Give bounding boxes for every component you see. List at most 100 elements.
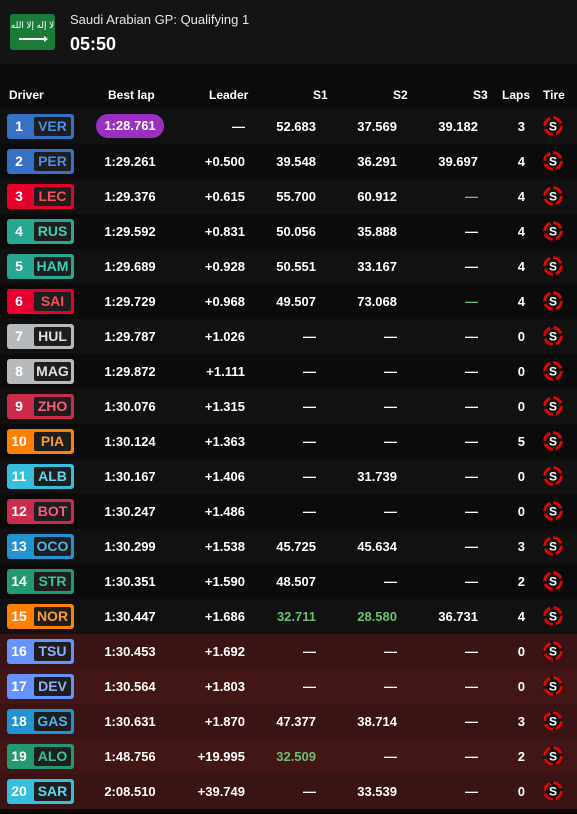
driver-code: OCO <box>34 537 71 556</box>
col-laps[interactable]: Laps <box>502 88 531 102</box>
col-s1[interactable]: S1 <box>313 88 328 102</box>
sector-2-time: — <box>384 749 397 764</box>
laps-count: 3 <box>517 539 525 554</box>
sector-1-time: — <box>303 434 316 449</box>
best-lap-time: 1:28.761 <box>96 114 164 138</box>
table-header: Driver Best lap Leader S1 S2 S3 Laps Tir… <box>0 79 577 109</box>
driver-badge: 17 DEV <box>7 674 74 699</box>
gap-to-leader: +0.831 <box>204 224 245 239</box>
table-row[interactable]: 7 HUL 1:29.787 +1.026 — — — 0 S <box>0 319 577 354</box>
svg-text:S: S <box>549 714 557 728</box>
svg-text:S: S <box>549 119 557 133</box>
table-row[interactable]: 20 SAR 2:08.510 +39.749 — 33.539 — 0 S <box>0 774 577 809</box>
sector-1-time: 49.507 <box>276 294 316 309</box>
table-row[interactable]: 3 LEC 1:29.376 +0.615 55.700 60.912 — 4 S <box>0 179 577 214</box>
table-row[interactable]: 9 ZHO 1:30.076 +1.315 — — — 0 S <box>0 389 577 424</box>
sector-2-time: 28.580 <box>357 609 397 624</box>
position-number: 12 <box>11 503 27 519</box>
gap-to-leader: +0.615 <box>204 189 245 204</box>
laps-count: 0 <box>517 679 525 694</box>
soft-tire-icon: S <box>543 396 563 416</box>
driver-badge: 11 ALB <box>7 464 74 489</box>
table-row[interactable]: 18 GAS 1:30.631 +1.870 47.377 38.714 — 3 S <box>0 704 577 739</box>
table-row[interactable]: 1 VER 1:28.761 — 52.683 37.569 39.182 3 S <box>0 109 577 144</box>
timing-table: Driver Best lap Leader S1 S2 S3 Laps Tir… <box>0 79 577 814</box>
svg-text:S: S <box>549 749 557 763</box>
soft-tire-icon: S <box>543 466 563 486</box>
table-row[interactable]: 14 STR 1:30.351 +1.590 48.507 — — 2 S <box>0 564 577 599</box>
sector-2-time: — <box>384 364 397 379</box>
sector-1-time: 45.725 <box>276 539 316 554</box>
laps-count: 0 <box>517 469 525 484</box>
best-lap-time: 1:30.631 <box>104 714 156 729</box>
flag-script: لا إله إلا الله <box>10 20 55 30</box>
driver-badge: 6 SAI <box>7 289 74 314</box>
gap-to-leader: +1.590 <box>204 574 245 589</box>
svg-text:S: S <box>549 504 557 518</box>
best-lap-time: 1:29.787 <box>104 329 156 344</box>
soft-tire-icon: S <box>543 571 563 591</box>
driver-code: HUL <box>34 327 71 346</box>
saudi-flag-icon: لا إله إلا الله <box>10 14 55 50</box>
driver-badge: 16 TSU <box>7 639 74 664</box>
driver-code: STR <box>34 572 71 591</box>
driver-code: SAI <box>34 292 71 311</box>
svg-text:S: S <box>549 329 557 343</box>
svg-text:S: S <box>549 189 557 203</box>
sector-2-time: — <box>384 434 397 449</box>
table-row[interactable]: 10 PIA 1:30.124 +1.363 — — — 5 S <box>0 424 577 459</box>
driver-badge: 8 MAG <box>7 359 74 384</box>
position-number: 4 <box>15 223 23 239</box>
gap-to-leader: +0.968 <box>204 294 245 309</box>
sector-2-time: — <box>384 504 397 519</box>
svg-text:S: S <box>549 154 557 168</box>
position-number: 14 <box>11 573 27 589</box>
table-row[interactable]: 2 PER 1:29.261 +0.500 39.548 36.291 39.697 4 S <box>0 144 577 179</box>
laps-count: 3 <box>517 714 525 729</box>
driver-badge: 4 RUS <box>7 219 74 244</box>
position-number: 19 <box>11 748 27 764</box>
sector-2-time: 33.539 <box>357 784 397 799</box>
col-driver[interactable]: Driver <box>9 88 44 102</box>
sector-3-time: — <box>465 189 478 204</box>
session-clock: 05:50 <box>70 34 117 54</box>
table-row[interactable]: 5 HAM 1:29.689 +0.928 50.551 33.167 — 4 S <box>0 249 577 284</box>
svg-text:S: S <box>549 469 557 483</box>
best-lap-time: 1:29.261 <box>104 154 156 169</box>
soft-tire-icon: S <box>543 606 563 626</box>
table-row[interactable]: 8 MAG 1:29.872 +1.111 — — — 0 S <box>0 354 577 389</box>
col-tire[interactable]: Tire <box>543 88 565 102</box>
sector-2-time: — <box>384 679 397 694</box>
table-row[interactable]: 17 DEV 1:30.564 +1.803 — — — 0 S <box>0 669 577 704</box>
col-s3[interactable]: S3 <box>473 88 488 102</box>
driver-badge: 14 STR <box>7 569 74 594</box>
sector-3-time: — <box>465 259 478 274</box>
laps-count: 0 <box>517 644 525 659</box>
position-number: 5 <box>15 258 23 274</box>
driver-code: VER <box>34 117 71 136</box>
sector-1-time: — <box>303 364 316 379</box>
table-row[interactable]: 11 ALB 1:30.167 +1.406 — 31.739 — 0 S <box>0 459 577 494</box>
col-leader[interactable]: Leader <box>209 88 249 102</box>
table-row[interactable]: 12 BOT 1:30.247 +1.486 — — — 0 S <box>0 494 577 529</box>
table-row[interactable]: 6 SAI 1:29.729 +0.968 49.507 73.068 — 4 S <box>0 284 577 319</box>
col-best-lap[interactable]: Best lap <box>108 88 155 102</box>
table-row[interactable]: 19 ALO 1:48.756 +19.995 32.509 — — 2 S <box>0 739 577 774</box>
driver-badge: 5 HAM <box>7 254 74 279</box>
table-row[interactable]: 15 NOR 1:30.447 +1.686 32.711 28.580 36.731 4 S <box>0 599 577 634</box>
gap-to-leader: +1.538 <box>204 539 245 554</box>
table-row[interactable]: 16 TSU 1:30.453 +1.692 — — — 0 S <box>0 634 577 669</box>
driver-code: RUS <box>34 222 71 241</box>
table-row[interactable]: 4 RUS 1:29.592 +0.831 50.056 35.888 — 4 S <box>0 214 577 249</box>
sector-1-time: 55.700 <box>276 189 316 204</box>
driver-code: PIA <box>34 432 71 451</box>
laps-count: 2 <box>517 574 525 589</box>
driver-code: ALO <box>34 747 71 766</box>
col-s2[interactable]: S2 <box>393 88 408 102</box>
position-number: 13 <box>11 538 27 554</box>
position-number: 11 <box>11 468 27 484</box>
table-row[interactable]: 13 OCO 1:30.299 +1.538 45.725 45.634 — 3 S <box>0 529 577 564</box>
best-lap-time: 1:30.564 <box>104 679 156 694</box>
sector-1-time: 50.551 <box>276 259 316 274</box>
gap-to-leader: +1.406 <box>204 469 245 484</box>
